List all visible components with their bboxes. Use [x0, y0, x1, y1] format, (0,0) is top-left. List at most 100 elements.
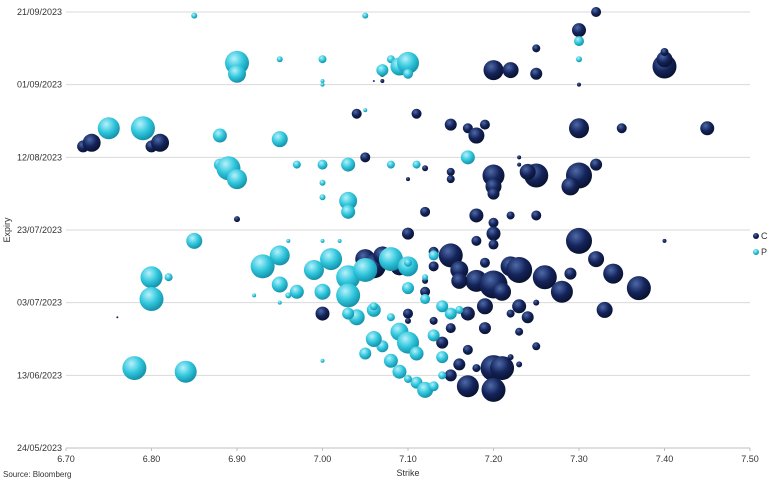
bubble-P: [277, 300, 282, 305]
bubble-P: [386, 160, 395, 169]
bubble-C: [405, 317, 411, 324]
bubble-C: [456, 375, 479, 398]
bubble-P: [276, 56, 283, 63]
y-tick-label: 21/09/2023: [17, 7, 62, 17]
bubble-C: [116, 316, 119, 319]
bubble-P: [97, 117, 120, 140]
bubble-C: [550, 280, 573, 303]
bubble-C: [532, 265, 557, 290]
bubble-P: [427, 329, 440, 342]
x-tick-label: 6.70: [57, 454, 75, 464]
bubble-P: [402, 282, 414, 295]
bubble-P: [409, 346, 424, 361]
bubble-C: [533, 299, 540, 306]
bubble-P: [228, 64, 246, 83]
bubble-C: [488, 239, 499, 250]
bubble-P: [412, 160, 421, 169]
bubble-C: [151, 133, 170, 152]
bubble-C: [476, 298, 493, 315]
y-tick-label: 03/07/2023: [17, 298, 62, 308]
bubble-C: [487, 187, 500, 200]
bubble-C: [478, 322, 491, 335]
bubble-P: [428, 250, 439, 261]
bubble-C: [566, 227, 592, 254]
bubble-P: [227, 169, 247, 190]
bubble-P: [320, 82, 325, 87]
bubble-C: [519, 163, 536, 180]
bubble-C: [403, 308, 413, 319]
bubble-C: [380, 79, 385, 84]
bubble-P: [271, 276, 288, 293]
bubble-C: [82, 133, 101, 152]
bubble-P: [576, 56, 582, 63]
bubble-P: [319, 179, 326, 186]
y-tick-label: 12/08/2023: [17, 152, 62, 162]
x-tick-label: 7.40: [656, 454, 674, 464]
bubble-P: [460, 150, 475, 165]
bubble-C: [453, 358, 466, 371]
bubble-C: [493, 282, 512, 301]
bubble-C: [590, 158, 603, 171]
bubble-P: [314, 283, 331, 300]
y-tick-label: 24/05/2023: [17, 443, 62, 453]
bubble-C: [451, 272, 468, 289]
bubble-C: [446, 167, 455, 176]
bubble-C: [700, 121, 715, 136]
bubble-C: [446, 175, 455, 184]
source-note: Source: Bloomberg: [3, 470, 72, 479]
bubble-P: [320, 358, 325, 363]
bubble-C: [532, 342, 541, 351]
bubble-C: [531, 210, 542, 221]
x-tick-label: 7.10: [399, 454, 417, 464]
bubble-C: [315, 306, 330, 321]
bubble-C: [234, 216, 240, 223]
bubble-P: [318, 55, 327, 64]
bubble-P: [365, 331, 382, 347]
bubble-C: [420, 206, 431, 217]
bubble-P: [438, 371, 447, 380]
x-tick-label: 6.80: [143, 454, 161, 464]
bubble-P: [164, 273, 173, 282]
bubble-P: [403, 68, 413, 79]
bubble-C: [572, 23, 586, 38]
bubble-P: [404, 374, 412, 383]
bubble-P: [130, 116, 155, 141]
y-axis-label: Expiry: [2, 217, 12, 243]
bubble-P: [303, 259, 324, 280]
bubble-C: [517, 162, 522, 167]
bubble-C: [564, 267, 577, 280]
x-tick-label: 6.90: [228, 454, 246, 464]
y-axis-ticks: 21/09/2023 01/09/2023 12/08/2023 23/07/2023…: [17, 7, 62, 453]
bubble-C: [472, 364, 481, 373]
bubble-P: [212, 128, 227, 143]
bubble-C: [422, 165, 429, 172]
bubble-P: [422, 274, 429, 281]
bubble-P: [285, 292, 292, 299]
bubble-C: [479, 119, 490, 130]
bubble-C: [603, 263, 624, 284]
bubble-P: [362, 12, 369, 19]
bubble-C: [479, 257, 490, 268]
bubble-C: [506, 309, 515, 318]
bubble-C: [420, 286, 431, 297]
x-tick-label: 7.00: [314, 454, 332, 464]
bubble-C: [460, 306, 475, 321]
bubble-P: [378, 247, 403, 272]
bubble-C: [502, 62, 519, 79]
x-tick-label: 7.20: [485, 454, 503, 464]
bubble-P: [122, 356, 147, 381]
legend: CP: [753, 231, 768, 257]
bubble-P: [436, 351, 449, 364]
bubble-P: [191, 12, 198, 19]
bubble-P: [250, 254, 275, 279]
bubble-P: [444, 307, 457, 320]
legend-marker-C: [753, 233, 759, 239]
bubbles: [77, 7, 715, 402]
bubble-P: [341, 157, 356, 172]
y-tick-label: 13/06/2023: [17, 370, 62, 380]
bubble-P: [353, 257, 378, 282]
bubble-P: [369, 302, 378, 311]
bubble-P: [319, 194, 326, 201]
bubble-C: [488, 217, 499, 228]
bubble-C: [506, 256, 533, 283]
